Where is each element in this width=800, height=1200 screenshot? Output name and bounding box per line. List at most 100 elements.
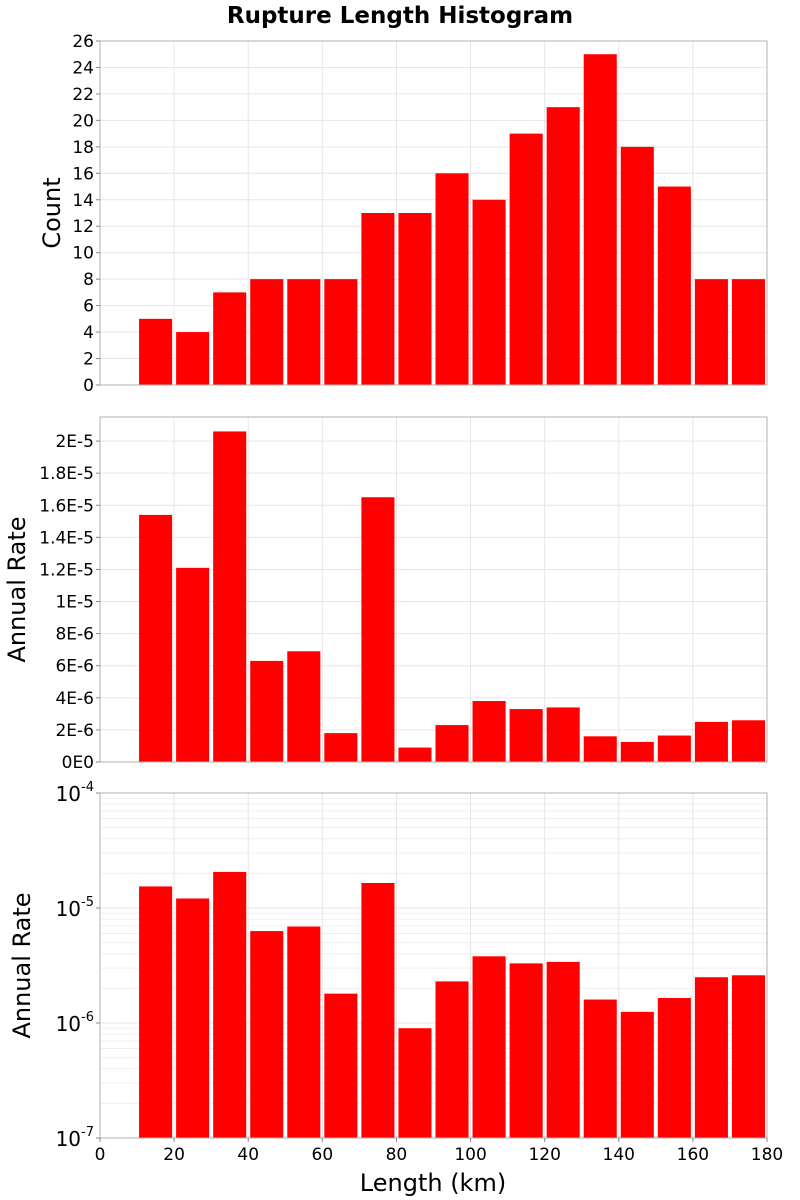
bar bbox=[583, 736, 617, 762]
bar bbox=[398, 747, 432, 762]
y-tick-label: 4 bbox=[83, 323, 94, 343]
y-tick-label: 1E-5 bbox=[55, 593, 94, 613]
plot-area bbox=[99, 792, 768, 1139]
bar bbox=[213, 292, 247, 385]
x-tick-label: 140 bbox=[603, 1145, 635, 1165]
x-tick-label: 20 bbox=[163, 1145, 185, 1165]
bar bbox=[509, 709, 543, 762]
bar bbox=[546, 961, 580, 1138]
y-tick-label: 0 bbox=[83, 376, 94, 396]
y-tick-label: 16 bbox=[72, 164, 94, 184]
bar bbox=[472, 199, 506, 385]
bar bbox=[546, 707, 580, 762]
plot-frame bbox=[99, 416, 768, 763]
x-tick-label: 100 bbox=[454, 1145, 486, 1165]
x-tick-label: 160 bbox=[677, 1145, 709, 1165]
y-tick-label: 4E-6 bbox=[55, 689, 94, 709]
y-tick-label: 12 bbox=[72, 217, 94, 237]
y-tick-label: 0E0 bbox=[62, 753, 94, 773]
x-axis: 0 20 40 60 80 100 120 140 160 180 bbox=[95, 1138, 783, 1165]
y-tick-label: 24 bbox=[72, 58, 94, 78]
y-tick-label: 1.4E-5 bbox=[39, 528, 94, 548]
bar bbox=[287, 279, 321, 385]
bar bbox=[694, 279, 728, 385]
bar bbox=[694, 977, 728, 1138]
y-tick-label: 2E-6 bbox=[55, 721, 94, 741]
y-tick-label: 8 bbox=[83, 270, 94, 290]
bar bbox=[694, 721, 728, 762]
bar bbox=[324, 279, 358, 385]
bar bbox=[657, 735, 691, 762]
y-axis-title: Count bbox=[38, 177, 66, 248]
y-tick-label: 20 bbox=[72, 111, 94, 131]
bar bbox=[398, 213, 432, 385]
bar bbox=[583, 54, 617, 385]
chart-title: Rupture Length Histogram bbox=[227, 3, 573, 29]
plot-frame bbox=[99, 40, 768, 386]
bar bbox=[287, 651, 321, 762]
bar bbox=[731, 975, 765, 1138]
y-tick-label: 2 bbox=[83, 350, 94, 370]
x-tick-label: 60 bbox=[312, 1145, 334, 1165]
bar bbox=[250, 279, 284, 385]
bar bbox=[657, 186, 691, 385]
panel-rate-log: 10-7 10-6 10-5 10-4 Annual Rate bbox=[8, 780, 768, 1151]
y-tick-label: 10-7 bbox=[56, 1125, 94, 1151]
plot-frame bbox=[99, 792, 768, 1139]
y-tick-label: 6E-6 bbox=[55, 657, 94, 677]
bar bbox=[213, 871, 247, 1138]
y-tick-label: 10 bbox=[72, 244, 94, 264]
plot-area bbox=[99, 40, 768, 386]
bar bbox=[139, 886, 173, 1138]
y-tick-label: 8E-6 bbox=[55, 625, 94, 645]
bar bbox=[361, 497, 395, 762]
bar bbox=[176, 567, 210, 762]
x-axis-title: Length (km) bbox=[360, 1169, 506, 1197]
bar bbox=[250, 660, 284, 762]
bar bbox=[620, 146, 654, 385]
x-tick-label: 180 bbox=[751, 1145, 783, 1165]
bar bbox=[324, 993, 358, 1138]
bar bbox=[546, 107, 580, 386]
y-tick-label: 10-6 bbox=[56, 1010, 94, 1036]
bar bbox=[509, 133, 543, 385]
y-tick-label: 22 bbox=[72, 85, 94, 105]
bar bbox=[398, 1028, 432, 1138]
bar bbox=[583, 999, 617, 1138]
bar bbox=[176, 332, 210, 385]
y-tick-label: 6 bbox=[83, 297, 94, 317]
y-tick-label: 2E-5 bbox=[55, 432, 94, 452]
bar bbox=[435, 173, 469, 385]
y-axis-title: Annual Rate bbox=[8, 892, 36, 1038]
x-tick-label: 80 bbox=[386, 1145, 408, 1165]
bar bbox=[472, 701, 506, 762]
bar bbox=[361, 882, 395, 1138]
y-tick-label: 1.6E-5 bbox=[39, 496, 94, 516]
y-tick-label: 18 bbox=[72, 138, 94, 158]
y-axis-title: Annual Rate bbox=[3, 516, 31, 662]
bar bbox=[731, 720, 765, 762]
bar bbox=[250, 931, 284, 1138]
bar bbox=[657, 997, 691, 1138]
y-tick-label: 26 bbox=[72, 32, 94, 52]
bar bbox=[435, 981, 469, 1138]
bar bbox=[361, 213, 395, 385]
bar bbox=[139, 514, 173, 762]
x-tick-label: 120 bbox=[528, 1145, 560, 1165]
bar bbox=[287, 926, 321, 1138]
y-tick-label: 10-4 bbox=[56, 780, 94, 806]
x-tick-label: 0 bbox=[95, 1145, 106, 1165]
bar bbox=[139, 318, 173, 385]
panel-rate-linear: 0E0 2E-6 4E-6 6E-6 8E-6 1E-5 1.2E-5 1.4E-5 1.6E-… bbox=[3, 416, 768, 773]
bar bbox=[176, 898, 210, 1138]
bar bbox=[435, 725, 469, 762]
bar bbox=[472, 956, 506, 1138]
y-tick-label: 14 bbox=[72, 191, 94, 211]
bar bbox=[620, 1011, 654, 1138]
bar bbox=[731, 279, 765, 385]
chart-panels: 02468101214161820222426Count0E02E-64E-66… bbox=[3, 32, 768, 1151]
bar bbox=[620, 741, 654, 762]
y-tick-label: 1.2E-5 bbox=[39, 560, 94, 580]
